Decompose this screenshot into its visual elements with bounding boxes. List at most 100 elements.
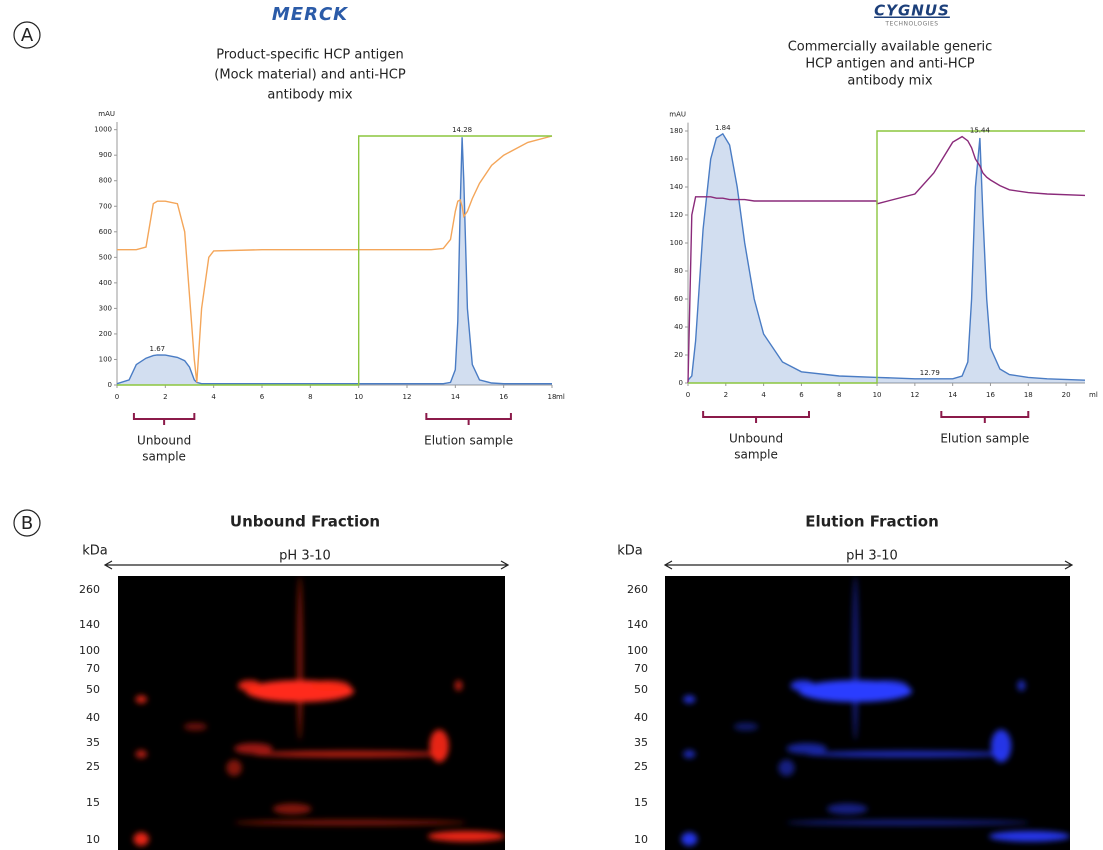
marker-label: 35 bbox=[634, 736, 648, 749]
gel-spot bbox=[135, 695, 148, 704]
marker-label: 260 bbox=[79, 583, 100, 596]
gel-spot bbox=[991, 729, 1012, 763]
x-tick-label: 20 bbox=[1062, 391, 1071, 399]
gel-spot bbox=[253, 750, 447, 758]
marker-label: 100 bbox=[627, 644, 648, 657]
chart-title: HCP antigen and anti-HCP bbox=[805, 57, 974, 72]
y-tick-label: 20 bbox=[674, 351, 683, 359]
marker-label: 35 bbox=[86, 736, 100, 749]
ph-arrow bbox=[663, 560, 1074, 570]
gel-spot bbox=[234, 819, 467, 826]
x-tick-label: 14 bbox=[451, 393, 460, 401]
x-tick-label: 16 bbox=[986, 391, 995, 399]
y-tick-label: 0 bbox=[679, 379, 683, 387]
region-label: sample bbox=[142, 450, 186, 464]
x-tick-label: 8 bbox=[837, 391, 841, 399]
chart-title: antibody mix bbox=[267, 88, 352, 103]
chart-title: (Mock material) and anti-HCP bbox=[214, 68, 406, 83]
line bbox=[117, 135, 552, 386]
ph-arrow bbox=[103, 560, 510, 570]
marker-label: 70 bbox=[634, 662, 648, 675]
gel-spot bbox=[237, 680, 262, 692]
marker-label: 40 bbox=[86, 711, 100, 724]
logo: TECHNOLOGIES bbox=[884, 21, 938, 28]
panel-label: B bbox=[21, 513, 33, 534]
x-tick-label: 4 bbox=[761, 391, 766, 399]
marker-label: 140 bbox=[79, 618, 100, 631]
x-tick-label: 0 bbox=[686, 391, 690, 399]
y-axis-label: mAU bbox=[98, 110, 115, 118]
x-tick-label: 18 bbox=[548, 393, 557, 401]
x-tick-label: 14 bbox=[948, 391, 957, 399]
x-tick-label: 0 bbox=[115, 393, 119, 401]
x-tick-label: 10 bbox=[354, 393, 363, 401]
marker-label: 140 bbox=[627, 618, 648, 631]
logo: MERCK bbox=[272, 4, 349, 25]
gel-spot bbox=[681, 832, 698, 846]
y-tick-label: 100 bbox=[670, 239, 683, 247]
x-tick-label: 6 bbox=[260, 393, 265, 401]
y-tick-label: 40 bbox=[674, 323, 683, 331]
line bbox=[687, 132, 1086, 381]
gel-spot bbox=[226, 759, 242, 777]
gel-spot bbox=[427, 830, 505, 842]
gel-spot bbox=[867, 680, 908, 692]
gel-spot bbox=[778, 759, 795, 777]
y-tick-label: 400 bbox=[99, 279, 112, 287]
y-tick-label: 120 bbox=[670, 211, 683, 219]
marker-label: 260 bbox=[627, 583, 648, 596]
annotation: 14.28 bbox=[452, 126, 472, 134]
marker-label: 50 bbox=[86, 683, 100, 696]
x-axis-label: ml bbox=[1089, 391, 1098, 399]
bracket bbox=[425, 413, 512, 425]
marker-label: 15 bbox=[634, 796, 648, 809]
y-axis-label: mAU bbox=[669, 111, 686, 119]
gel-spot bbox=[806, 750, 1010, 758]
chart-title: antibody mix bbox=[847, 74, 932, 89]
y-tick-label: 300 bbox=[99, 304, 112, 312]
region-label: sample bbox=[734, 448, 778, 462]
marker-label: 40 bbox=[634, 711, 648, 724]
panel-badge bbox=[13, 509, 41, 537]
gel-spot bbox=[790, 680, 815, 692]
marker-label: 25 bbox=[634, 760, 648, 773]
panel-badge bbox=[13, 21, 41, 49]
annotation: 1.84 bbox=[715, 124, 731, 132]
gel bbox=[118, 576, 505, 850]
x-tick-label: 2 bbox=[163, 393, 167, 401]
gel-spot bbox=[234, 743, 273, 755]
gel-spot bbox=[135, 749, 148, 759]
x-tick-label: 2 bbox=[724, 391, 728, 399]
gel-spot bbox=[272, 803, 312, 815]
x-tick-label: 6 bbox=[799, 391, 804, 399]
x-tick-label: 18 bbox=[1024, 391, 1033, 399]
gel-spot bbox=[733, 722, 759, 731]
region-label: Elution sample bbox=[940, 432, 1029, 446]
marker-label: 10 bbox=[634, 833, 648, 846]
y-tick-label: 1000 bbox=[94, 126, 112, 134]
range-label: pH 3-10 bbox=[846, 549, 898, 564]
region-label: Unbound bbox=[729, 432, 783, 446]
marker-label: 70 bbox=[86, 662, 100, 675]
y-tick-label: 600 bbox=[99, 228, 112, 236]
x-tick-label: 8 bbox=[308, 393, 312, 401]
y-tick-label: 80 bbox=[674, 267, 683, 275]
x-tick-label: 10 bbox=[873, 391, 882, 399]
region-label: Elution sample bbox=[424, 434, 513, 448]
chart-title: Commercially available generic bbox=[788, 40, 993, 55]
gel-title: Elution Fraction bbox=[805, 513, 939, 531]
y-tick-label: 160 bbox=[670, 155, 683, 163]
area bbox=[117, 137, 552, 385]
panel-label: A bbox=[21, 25, 34, 46]
area bbox=[688, 133, 1085, 383]
y-tick-label: 500 bbox=[99, 253, 112, 261]
gel-spot bbox=[786, 743, 827, 755]
y-tick-label: 140 bbox=[670, 183, 683, 191]
gel bbox=[665, 576, 1070, 850]
y-tick-label: 0 bbox=[108, 381, 112, 389]
gel-spot bbox=[683, 749, 696, 759]
y-tick-label: 800 bbox=[99, 177, 112, 185]
marker-label: 100 bbox=[79, 644, 100, 657]
unit-label: kDa bbox=[82, 544, 108, 559]
range-label: pH 3-10 bbox=[279, 549, 331, 564]
